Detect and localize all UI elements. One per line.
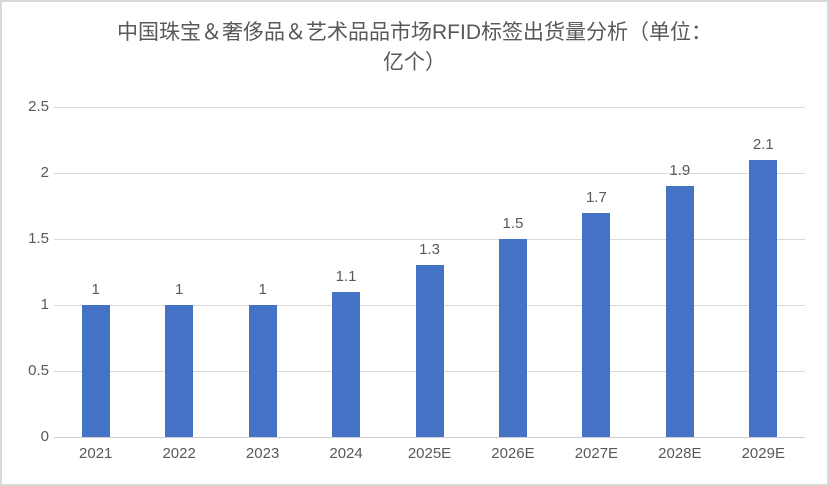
bar <box>81 305 110 437</box>
x-axis-line <box>54 436 805 438</box>
bar <box>415 265 444 437</box>
y-tick-label: 0.5 <box>28 362 49 379</box>
bar <box>248 305 277 437</box>
y-tick-label: 1.5 <box>28 230 49 247</box>
gridline <box>54 172 805 174</box>
x-tick-label: 2026E <box>491 445 535 462</box>
y-tick-label: 1 <box>40 296 49 313</box>
bar-data-label: 1 <box>91 281 100 298</box>
bar-data-label: 1.3 <box>419 241 440 259</box>
y-tick-label: 0 <box>40 428 49 445</box>
x-tick-label: 2024 <box>329 445 363 462</box>
bar-data-label: 1.5 <box>502 215 524 232</box>
gridline <box>54 106 805 108</box>
x-tick-label: 2022 <box>162 445 196 462</box>
bar <box>582 212 611 437</box>
gridline <box>54 238 805 240</box>
bar-data-label: 1.7 <box>585 188 607 206</box>
x-tick-label: 2023 <box>245 445 280 462</box>
chart-title: 中国珠宝＆奢侈品＆艺术品品市场RFID标签出货量分析（单位： 亿个） <box>2 18 827 78</box>
y-tick-label: 2 <box>40 164 49 181</box>
x-tick-label: 2028E <box>658 445 702 462</box>
x-tick-label: 2025E <box>407 445 452 462</box>
bar-data-label: 1.9 <box>669 162 691 180</box>
bar <box>498 239 527 437</box>
bar-data-label: 2.1 <box>752 135 774 153</box>
bar-data-label: 1 <box>174 281 184 298</box>
bar-data-label: 1 <box>258 281 267 298</box>
x-tick-label: 2027E <box>574 445 619 462</box>
bar <box>332 291 361 437</box>
chart-title-line2: 亿个） <box>383 51 446 74</box>
bar <box>749 159 778 437</box>
bar-data-label: 1.1 <box>335 267 357 285</box>
bar <box>665 186 694 437</box>
x-tick-label: 2021 <box>79 445 113 462</box>
plot-area: 1 1 1 1.1 1.3 1.5 1.7 1.9 2.1 <box>54 106 805 438</box>
x-tick-label: 2029E <box>741 445 785 462</box>
bar <box>165 305 194 437</box>
y-tick-label: 2.5 <box>28 98 49 115</box>
chart-title-line1: 中国珠宝＆奢侈品＆艺术品品市场RFID标签出货量分析（单位： <box>117 21 712 44</box>
